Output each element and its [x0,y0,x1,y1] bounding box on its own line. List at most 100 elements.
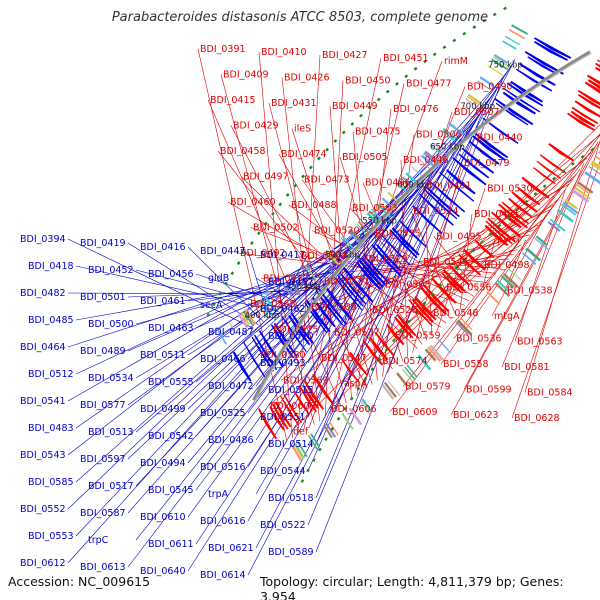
forward-gene-label: BDI_0498 [484,260,530,271]
category-band-block [477,80,491,90]
forward-gene-arrow [368,336,389,361]
reverse-label-leader [195,138,462,491]
forward-gene-label: mtgA [494,311,520,322]
reverse-gene-label: BDI_0517 [88,481,134,492]
category-band-block [595,155,600,161]
forward-label-leader [308,60,443,429]
forward-gene-label: BDI_0450 [345,76,391,87]
reverse-gene-label: BDI_0522 [260,520,306,531]
category-band-block [479,76,495,88]
forward-gene-arrow [431,277,457,304]
scale-tick-label: 550 kbp [362,217,397,227]
category-band-block [420,154,436,168]
forward-gene-label: BDI_0521 [324,277,370,288]
forward-gene-label: BDI_0475 [355,127,401,138]
reverse-gene-label: BDI_0616 [200,516,246,527]
reverse-label-leader [247,202,407,414]
category-band-block [436,136,452,149]
forward-gene-arrow [508,197,532,218]
forward-gene-label: BDI_0529 [362,254,408,265]
forward-label-leader [423,185,433,337]
reverse-label-leader [75,236,373,375]
forward-gene-arrow [499,209,522,229]
forward-gene-arrow [374,331,395,356]
reverse-label-leader [67,292,303,295]
reverse-gene-arrow [363,254,390,284]
forward-gene-arrow [577,94,600,110]
gene-feature-arrows [215,24,600,462]
reverse-gene-label: BDI_0525 [200,408,246,419]
reverse-gene-arrow [251,336,275,372]
forward-gene-arrow [511,191,538,213]
forward-gene-arrow [487,217,516,243]
forward-label-leader [268,102,347,404]
reverse-gene-label: BDI_0482 [20,288,66,299]
reverse-gene-arrow [468,140,500,165]
category-band-block [240,311,250,325]
forward-gene-label: BDI_0584 [527,388,573,399]
reverse-gene-arrow [317,287,347,325]
reverse-gene-arrow [461,147,495,174]
forward-gene-label: def [293,427,309,438]
reverse-gene-label: BDI_0466 [200,354,246,365]
reverse-gene-label: BDI_0456 [148,269,194,280]
forward-gene-label: BDI_0490 [467,82,513,93]
forward-gene-arrow [283,394,302,424]
reverse-gene-label: BDI_0534 [88,373,134,384]
forward-label-leader [335,86,466,411]
reverse-gene-label: BDI_0494 [140,458,186,469]
forward-gene-arrow [595,66,600,72]
reverse-gene-label: BDI_0614 [200,570,246,581]
forward-gene-arrow [595,62,600,68]
category-band-block [525,247,542,262]
forward-gene-label: BDI_0526 [372,305,418,316]
forward-gene-label: BDI_0559 [395,331,441,342]
category-band-block [496,279,510,292]
reverse-gene-label: BDI_0416 [140,242,186,253]
reverse-gene-arrow [399,220,427,248]
reverse-label-leader [187,286,313,302]
category-band-block [348,407,363,426]
category-band-block [431,142,447,155]
forward-label-leader [297,54,321,435]
reverse-label-leader [135,271,332,325]
forward-gene-label: BDI_0580 [260,350,306,361]
forward-label-leader [389,134,600,413]
reverse-gene-arrow [534,37,572,59]
reverse-gene-label: BDI_0542 [148,431,194,442]
category-band-block [575,183,591,195]
reverse-label-leader [75,265,279,312]
reverse-gene-arrow [419,193,454,226]
reverse-gene-arrow [424,189,458,220]
forward-gene-arrow [462,248,487,271]
forward-label-leader [420,261,501,269]
reverse-gene-label: BDI_0544 [260,466,306,477]
scale-tick-label: 600 kbp [397,181,432,191]
reverse-gene-arrow [426,187,460,218]
forward-gene-arrow [584,81,600,94]
forward-label-leader [230,125,368,389]
forward-label-leader [331,204,555,333]
forward-gene-label: BDI_0495 [436,232,482,243]
category-band-block [424,348,437,362]
reverse-gene-label: BDI_0611 [148,539,194,550]
reverse-gene-label: trpA [208,489,229,500]
category-band-block [323,424,333,439]
forward-gene-label: BDI_0476 [393,104,439,115]
reverse-gene-arrow [288,314,311,346]
forward-label-leader [339,156,403,361]
reverse-gene-arrow [333,275,363,311]
forward-gene-label: BDI_0579 [405,382,451,393]
forward-gene-arrow [340,358,359,382]
forward-gene-label: BDI_0473 [304,175,350,186]
forward-gene-arrow [577,89,600,106]
reverse-label-leader [247,109,483,522]
reverse-gene-label: BDI_0552 [20,504,66,515]
forward-gene-label: BDI_0537 [334,328,380,339]
category-band-block [237,313,249,329]
reverse-gene-arrow [439,171,475,202]
category-band-block [429,144,443,156]
scale-tick-label: 700 kbp [460,102,495,112]
